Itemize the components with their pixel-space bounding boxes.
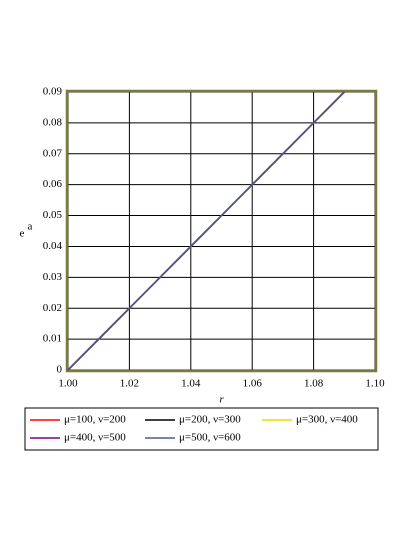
y-tick-label: 0.03: [43, 271, 63, 283]
y-axis-label: e: [20, 228, 25, 240]
x-tick-label: 1.04: [181, 378, 201, 390]
legend-label: μ=200, ν=300: [179, 414, 241, 426]
series-line: [67, 91, 345, 371]
x-tick-label: 1.00: [58, 378, 78, 390]
y-axis-label-superscript: a: [28, 221, 33, 233]
y-tick-label: 0.09: [43, 86, 63, 98]
x-tick-label: 1.06: [243, 378, 263, 390]
y-tick-label: 0.01: [43, 333, 62, 345]
y-tick-label: 0: [57, 364, 63, 376]
legend-label: μ=500, ν=600: [179, 432, 241, 444]
y-tick-label: 0.04: [43, 240, 63, 252]
legend-label: μ=100, ν=200: [64, 414, 126, 426]
plot-frame: [65, 89, 378, 373]
y-tick-label: 0.06: [43, 178, 63, 190]
x-tick-label: 1.08: [304, 378, 324, 390]
x-tick-label: 1.02: [120, 378, 139, 390]
y-tick-label: 0.07: [43, 147, 63, 159]
legend-label: μ=300, ν=400: [296, 414, 358, 426]
x-axis-label: r: [219, 394, 224, 406]
y-tick-label: 0.05: [43, 209, 63, 221]
y-tick-label: 0.08: [43, 116, 63, 128]
y-tick-label: 0.02: [43, 302, 62, 314]
x-tick-label: 1.10: [365, 378, 385, 390]
legend-box: [24, 407, 379, 451]
legend-label: μ=400, ν=500: [64, 432, 126, 444]
